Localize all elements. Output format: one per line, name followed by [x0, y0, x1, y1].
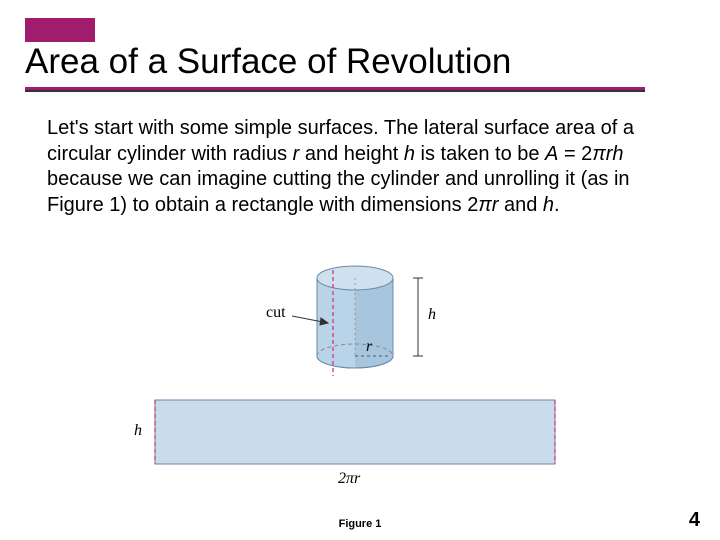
var-A: A: [545, 143, 558, 165]
h-bar-icon: [413, 278, 423, 356]
label-cut: cut: [266, 304, 286, 322]
body-paragraph: Let's start with some simple surfaces. T…: [47, 116, 647, 218]
label-h-rect: h: [134, 422, 142, 440]
slide-title: Area of a Surface of Revolution: [25, 42, 695, 82]
pi-2: π: [478, 194, 491, 216]
header-accent-bar: [25, 18, 95, 42]
body-text-2: and height: [299, 143, 404, 165]
cylinder-icon: [317, 266, 393, 376]
body-eq: = 2: [558, 143, 592, 165]
figure-svg: [120, 260, 600, 505]
figure-caption: Figure 1: [0, 518, 720, 530]
figure-1: cut h r h 2πr: [120, 260, 600, 505]
label-2pir: 2πr: [338, 470, 360, 488]
pi-1: π: [592, 143, 605, 165]
label-r-cylinder: r: [366, 338, 372, 356]
unrolled-rect-icon: [155, 400, 555, 464]
var-h2: h: [543, 194, 554, 216]
body-text-5: and: [498, 194, 542, 216]
page-number: 4: [689, 509, 700, 532]
var-rh: rh: [606, 143, 624, 165]
title-underline-dark: [25, 90, 645, 92]
label-h-cylinder: h: [428, 306, 436, 324]
var-h: h: [404, 143, 415, 165]
body-text-3: is taken to be: [415, 143, 545, 165]
body-text-end: .: [554, 194, 560, 216]
